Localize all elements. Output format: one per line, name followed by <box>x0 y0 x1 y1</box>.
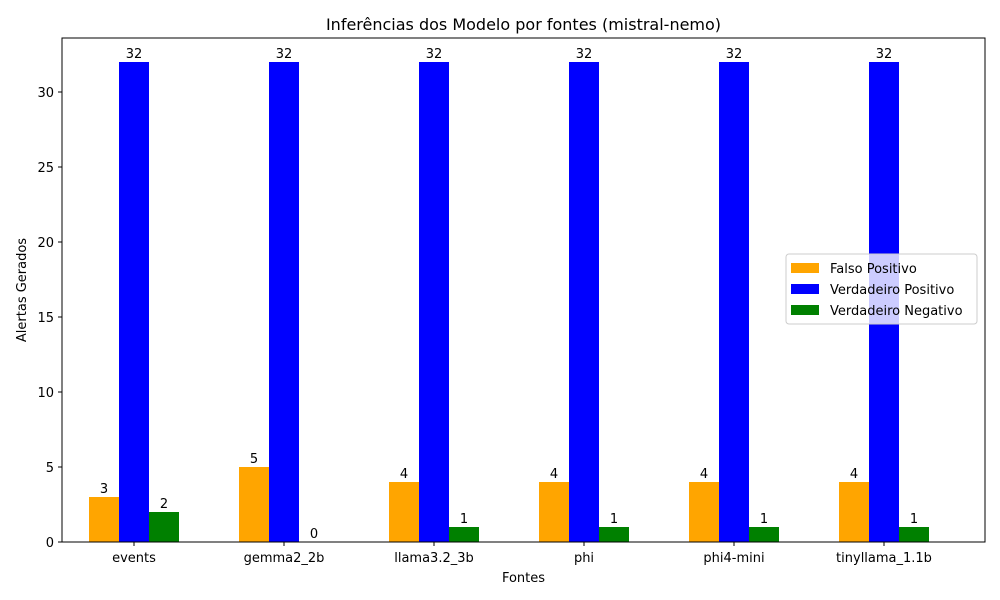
legend-label: Falso Positivo <box>830 262 917 277</box>
chart-title: Inferências dos Modelo por fontes (mistr… <box>326 15 721 34</box>
bar <box>419 62 449 542</box>
bar-value-label: 1 <box>910 512 918 527</box>
y-axis: 0 5 10 15 20 25 30 <box>37 86 62 551</box>
y-tick-label: 30 <box>37 86 54 101</box>
x-tick-label: tinyllama_1.1b <box>836 551 932 566</box>
bar <box>89 497 119 542</box>
bar <box>839 482 869 542</box>
bar-value-label: 4 <box>700 467 708 482</box>
bar-value-labels: 3 5 4 4 4 4 32 32 32 32 32 32 2 0 1 1 1 1 <box>100 47 918 542</box>
bar <box>149 512 179 542</box>
legend-swatch <box>791 305 819 315</box>
bar-value-label: 4 <box>550 467 558 482</box>
bar-value-label: 0 <box>310 527 318 542</box>
y-tick-label: 15 <box>37 311 54 326</box>
bar-value-label: 32 <box>576 47 593 62</box>
y-tick-label: 0 <box>46 536 54 551</box>
bar-value-label: 3 <box>100 482 108 497</box>
bar-value-label: 5 <box>250 452 258 467</box>
x-tick-label: gemma2_2b <box>244 551 325 566</box>
bar-value-label: 1 <box>460 512 468 527</box>
bar-value-label: 4 <box>850 467 858 482</box>
y-axis-label: Alertas Gerados <box>15 238 30 342</box>
legend-box <box>785 253 978 325</box>
bar <box>539 482 569 542</box>
bar-value-label: 2 <box>160 497 168 512</box>
bar <box>599 527 629 542</box>
legend-swatch <box>791 284 819 294</box>
bar-value-label: 1 <box>610 512 618 527</box>
y-tick-label: 10 <box>37 386 54 401</box>
legend: Falso Positivo Verdadeiro Positivo Verdade… <box>785 253 978 325</box>
bar-value-label: 32 <box>126 47 143 62</box>
y-tick-label: 20 <box>37 236 54 251</box>
x-axis: events gemma2_2b llama3.2_3b phi phi4-mini ti… <box>112 542 932 566</box>
legend-label: Verdadeiro Positivo <box>830 283 954 298</box>
legend-label: Verdadeiro Negativo <box>830 304 963 319</box>
plot-area <box>89 62 929 542</box>
bar-value-label: 4 <box>400 467 408 482</box>
y-tick-label: 5 <box>46 461 54 476</box>
x-tick-label: phi <box>574 551 594 566</box>
bar <box>449 527 479 542</box>
x-tick-label: phi4-mini <box>703 551 764 566</box>
bar <box>689 482 719 542</box>
bar <box>749 527 779 542</box>
bar <box>239 467 269 542</box>
bar-value-label: 32 <box>426 47 443 62</box>
bar <box>569 62 599 542</box>
x-tick-label: events <box>112 551 156 566</box>
bar-value-label: 1 <box>760 512 768 527</box>
x-axis-label: Fontes <box>502 571 545 586</box>
bar <box>899 527 929 542</box>
plot-frame <box>61 37 986 543</box>
bar-value-label: 32 <box>726 47 743 62</box>
bar-value-label: 32 <box>876 47 893 62</box>
bar <box>719 62 749 542</box>
bar <box>389 482 419 542</box>
bar <box>119 62 149 542</box>
bar-value-label: 32 <box>276 47 293 62</box>
y-tick-label: 25 <box>37 161 54 176</box>
legend-swatch <box>791 263 819 273</box>
bar <box>269 62 299 542</box>
x-tick-label: llama3.2_3b <box>394 551 474 566</box>
